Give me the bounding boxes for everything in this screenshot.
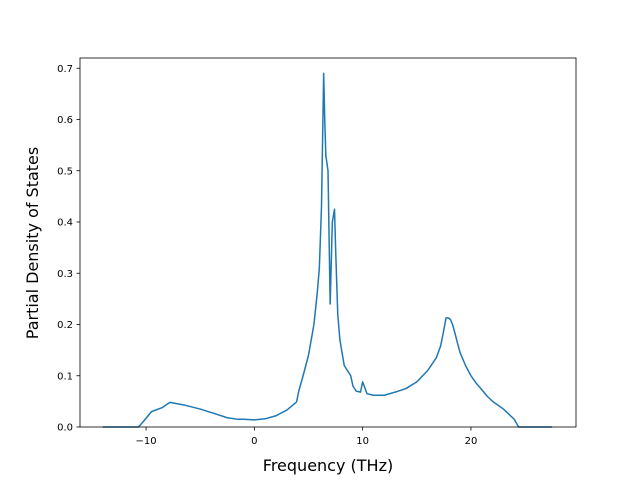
x-tick-label: 0	[251, 436, 257, 447]
plot-area	[79, 57, 577, 428]
y-tick-label: 0.0	[57, 423, 73, 434]
axis-ticks: −10 0 10 20 0.0 0.1 0.2 0.3 0.4 0.5 0.6 0.7	[57, 64, 477, 447]
y-axis-title: Partial Density of States	[23, 147, 42, 339]
y-tick-label: 0.5	[57, 166, 73, 177]
x-axis-title: Frequency (THz)	[263, 456, 393, 475]
y-tick-label: 0.7	[57, 64, 73, 75]
y-tick-label: 0.1	[57, 371, 73, 382]
axes-frame	[79, 57, 577, 428]
y-tick-label: 0.3	[57, 269, 73, 280]
y-tick-label: 0.4	[57, 218, 73, 229]
y-tick-label: 0.6	[57, 115, 73, 126]
x-tick-label: −10	[136, 436, 157, 447]
x-tick-label: 20	[465, 436, 478, 447]
y-tick-label: 0.2	[57, 320, 73, 331]
series-line-0	[102, 72, 553, 428]
x-tick-label: 10	[356, 436, 369, 447]
